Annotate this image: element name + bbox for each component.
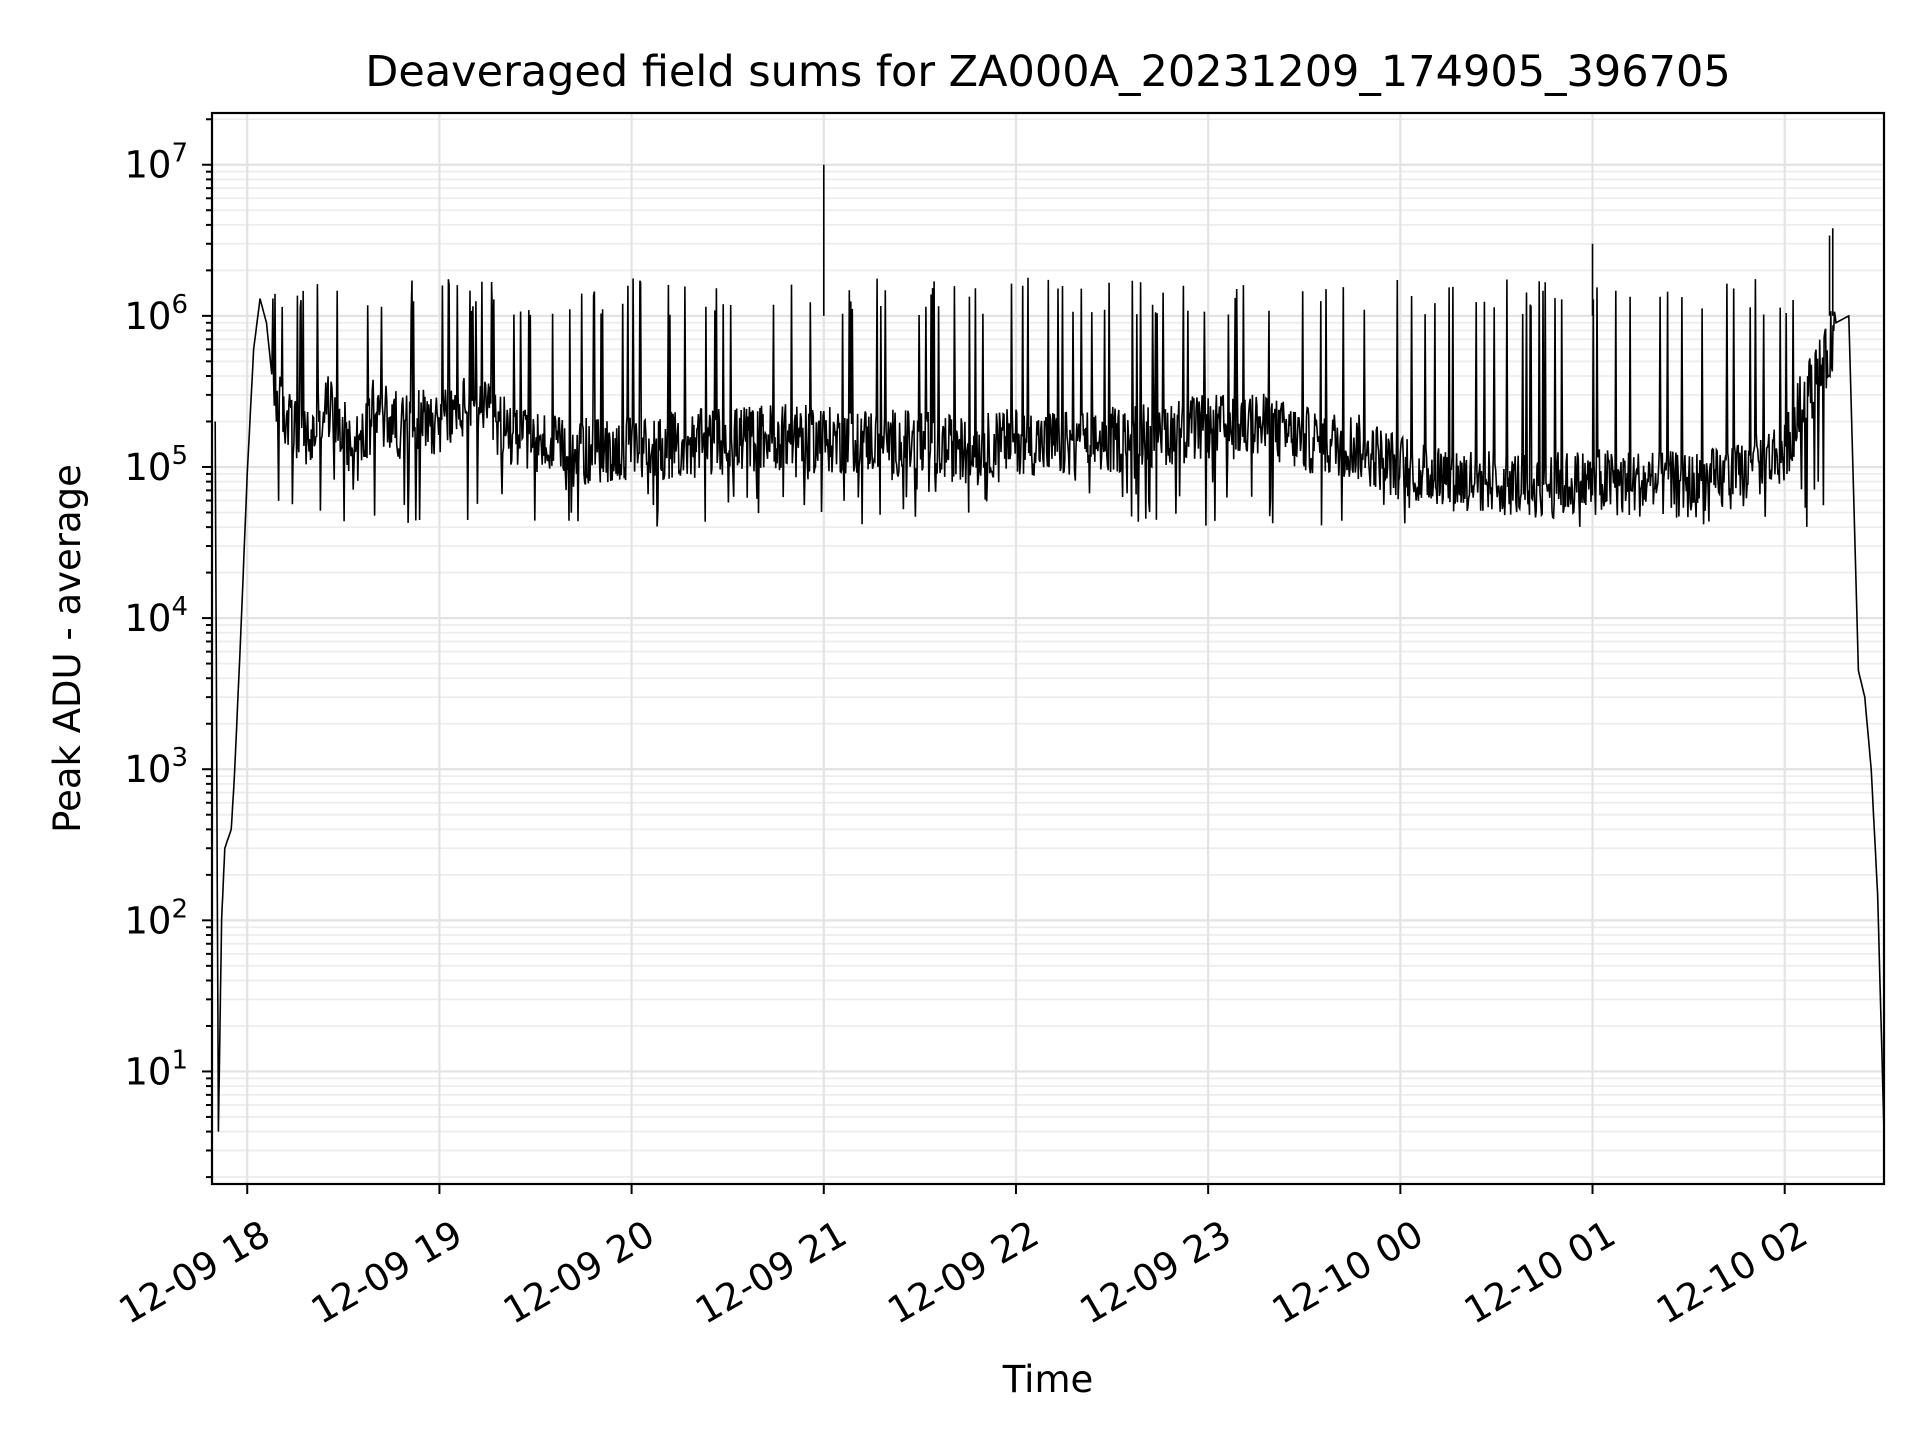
y-tick-label: 101 <box>124 1045 188 1093</box>
y-tick-label: 106 <box>124 290 188 338</box>
chart-title: Deaveraged field sums for ZA000A_2023120… <box>365 47 1730 97</box>
y-tick-label: 102 <box>124 894 188 942</box>
plot-frame <box>210 111 1886 1186</box>
y-axis-title: Peak ADU - average <box>46 464 89 833</box>
y-tick-label: 103 <box>124 743 188 791</box>
y-tick-label: 104 <box>124 592 188 640</box>
series-line <box>214 277 1885 1132</box>
y-tick-label: 105 <box>124 441 188 489</box>
x-axis-title: Time <box>1002 1358 1094 1401</box>
axis-ticks <box>202 118 1786 1194</box>
y-tick-label: 107 <box>124 139 188 187</box>
